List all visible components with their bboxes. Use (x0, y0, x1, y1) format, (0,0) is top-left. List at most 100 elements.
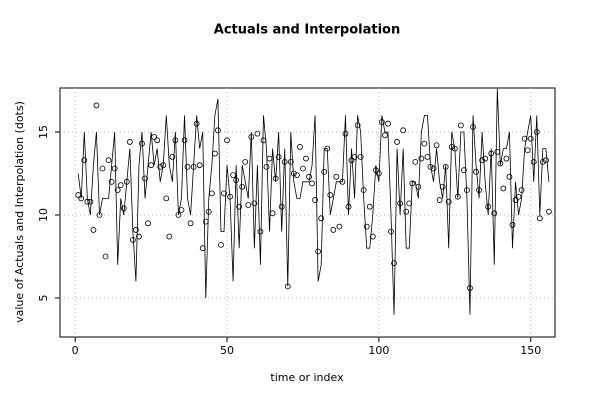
actual-dot (139, 140, 145, 147)
actual-dot (278, 203, 285, 210)
actual-dot (421, 140, 428, 147)
actual-dot (542, 157, 549, 164)
actual-dot (266, 155, 273, 162)
actual-dot (412, 158, 419, 165)
actual-dot (242, 158, 249, 165)
actual-dot (366, 203, 373, 210)
actual-dot (275, 153, 282, 160)
actual-dot (211, 150, 218, 157)
x-tick-label: 100 (368, 344, 389, 357)
actual-dot (105, 157, 112, 164)
actual-dot (309, 180, 315, 187)
actual-dot (363, 223, 370, 230)
actual-dot (287, 158, 294, 165)
actual-dot (394, 139, 400, 145)
actual-dot (315, 248, 322, 255)
actual-dot (208, 190, 215, 197)
actual-dot (181, 137, 188, 144)
actual-dot (342, 130, 349, 137)
actual-dot (479, 157, 486, 164)
actual-dot (224, 137, 230, 144)
chart-title: Actuals and Interpolation (214, 23, 400, 38)
actual-dot (391, 260, 397, 267)
actual-dot (184, 163, 191, 170)
actual-dot (518, 187, 525, 193)
y-axis-label: value of Actuals and Interpolation (dots… (13, 101, 26, 323)
actual-dot (333, 173, 340, 180)
actual-dot (117, 182, 124, 189)
actual-dot (336, 223, 343, 230)
actual-dot (196, 162, 203, 169)
actual-dot (546, 208, 552, 215)
actual-dot (473, 168, 479, 175)
actual-dot (306, 173, 312, 180)
actual-dot (169, 153, 176, 160)
actual-dot (251, 200, 258, 207)
x-axis-label: time or index (270, 371, 344, 384)
actual-dot (245, 202, 252, 208)
actual-dot (424, 153, 431, 160)
actual-dot (257, 228, 264, 235)
actual-dot (494, 149, 501, 155)
actual-dot (382, 132, 388, 139)
actual-dot (151, 134, 158, 140)
actual-dot (215, 127, 221, 134)
actual-dot (142, 175, 148, 182)
actual-dot (111, 165, 118, 172)
actual-dot (148, 162, 155, 169)
actual-dot (293, 172, 300, 179)
x-tick-label: 50 (220, 344, 234, 357)
actual-dot (369, 233, 376, 240)
actual-dot (154, 137, 161, 144)
actual-dot (491, 210, 498, 217)
actual-dot (388, 228, 394, 235)
actual-dot (400, 127, 407, 134)
actual-dot (254, 130, 261, 137)
actual-dot (297, 144, 303, 150)
actual-dot (385, 120, 391, 127)
actual-dot (114, 187, 121, 193)
actual-dot (397, 200, 404, 207)
actual-dot (303, 155, 309, 162)
actual-dot (436, 197, 443, 203)
actual-dot (163, 195, 170, 202)
actual-dot (506, 173, 513, 180)
actual-dot (433, 142, 440, 149)
actual-dot (512, 197, 519, 203)
actual-dot (527, 135, 534, 142)
actual-dot (515, 193, 522, 200)
actual-dot (136, 233, 142, 240)
actual-dot (357, 153, 364, 160)
actual-dot (445, 198, 452, 205)
actual-dot (348, 157, 355, 164)
actual-dot (460, 167, 467, 174)
interpolation-line (77, 88, 550, 315)
actual-dot (102, 253, 109, 260)
actual-dot (221, 190, 227, 197)
actual-dot (539, 158, 546, 165)
actual-dot (93, 102, 100, 109)
actual-dot (99, 165, 106, 172)
actual-dot (81, 157, 88, 164)
actual-dot (236, 203, 243, 210)
x-tick-label: 0 (72, 344, 79, 357)
actual-dot (318, 215, 325, 222)
actual-dot (457, 122, 464, 129)
actual-dot (218, 241, 224, 248)
actual-dot (145, 220, 151, 227)
actual-dot (406, 200, 413, 207)
actual-dot (108, 178, 115, 185)
actual-dot (90, 227, 97, 233)
actual-dot (312, 197, 318, 203)
actual-dot (327, 192, 334, 198)
actual-dot (482, 155, 489, 162)
plot-frame (59, 87, 556, 338)
actual-dot (503, 155, 510, 162)
y-tick-label: 15 (37, 125, 50, 139)
actual-dot (321, 168, 328, 175)
actual-dot (509, 222, 516, 228)
actual-dot (530, 158, 537, 165)
actual-dot (330, 227, 337, 233)
actual-dot (75, 192, 82, 198)
